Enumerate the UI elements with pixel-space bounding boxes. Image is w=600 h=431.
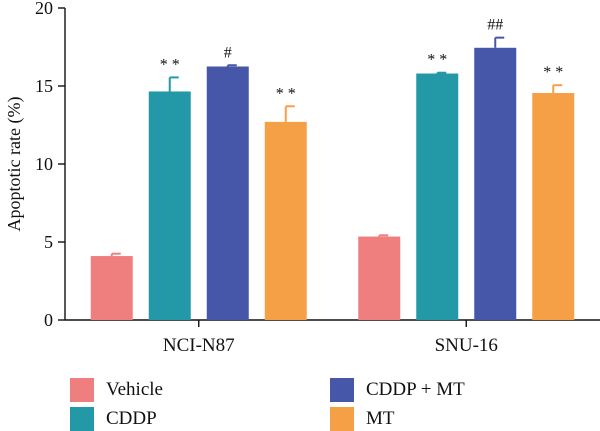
bar	[474, 47, 517, 320]
y-tick-label: 15	[35, 76, 53, 96]
legend-item: CDDP + MT	[330, 378, 465, 402]
significance-annotations: * * # * * * * ## * *	[160, 17, 564, 103]
y-axis-title: Apoptotic rate (%)	[4, 97, 25, 232]
bar	[148, 91, 191, 321]
y-tick-label: 0	[44, 310, 53, 330]
error-bar	[436, 71, 447, 74]
error-bar	[284, 105, 295, 122]
legend-label: CDDP	[106, 408, 157, 429]
significance-marker: * *	[276, 85, 296, 102]
legend-swatch	[330, 378, 354, 402]
bar	[264, 121, 307, 320]
legend-swatch	[330, 407, 354, 431]
bar-chart: 0 5 10 15 20 NCI-N87 SNU-16 * * # * * * * ## * * A…	[4, 0, 600, 356]
bars	[90, 47, 575, 321]
bar	[532, 93, 575, 321]
legend-item: CDDP	[70, 407, 157, 431]
y-tick-label: 5	[44, 232, 53, 252]
legend-swatch	[70, 407, 94, 431]
y-ticks: 0 5 10 15 20	[35, 0, 65, 330]
significance-marker: #	[224, 44, 232, 61]
significance-marker: * *	[160, 56, 180, 73]
y-tick-label: 20	[35, 0, 53, 18]
x-tick-label: SNU-16	[435, 335, 498, 356]
legend-item: MT	[330, 407, 395, 431]
axes	[64, 8, 600, 321]
x-tick-label: NCI-N87	[163, 335, 235, 356]
error-bar	[494, 36, 505, 48]
legend-item: Vehicle	[70, 378, 163, 402]
error-bar	[552, 84, 563, 94]
bar	[90, 256, 133, 320]
error-bar	[168, 76, 179, 92]
error-bars	[110, 36, 563, 257]
bar	[416, 73, 459, 321]
error-bar	[378, 234, 389, 237]
error-bar	[110, 252, 121, 257]
bar	[358, 236, 401, 320]
error-bar	[226, 64, 237, 67]
legend-label: CDDP + MT	[366, 379, 465, 400]
bar	[206, 66, 249, 320]
significance-marker: ##	[487, 17, 503, 34]
significance-marker: * *	[543, 64, 563, 81]
significance-marker: * *	[427, 52, 447, 69]
legend-swatch	[70, 378, 94, 402]
legend-label: MT	[366, 408, 395, 429]
legend: Vehicle CDDP CDDP + MT MT	[0, 372, 600, 431]
legend-label: Vehicle	[106, 379, 163, 400]
x-ticks: NCI-N87 SNU-16	[163, 320, 498, 356]
y-tick-label: 10	[35, 154, 53, 174]
